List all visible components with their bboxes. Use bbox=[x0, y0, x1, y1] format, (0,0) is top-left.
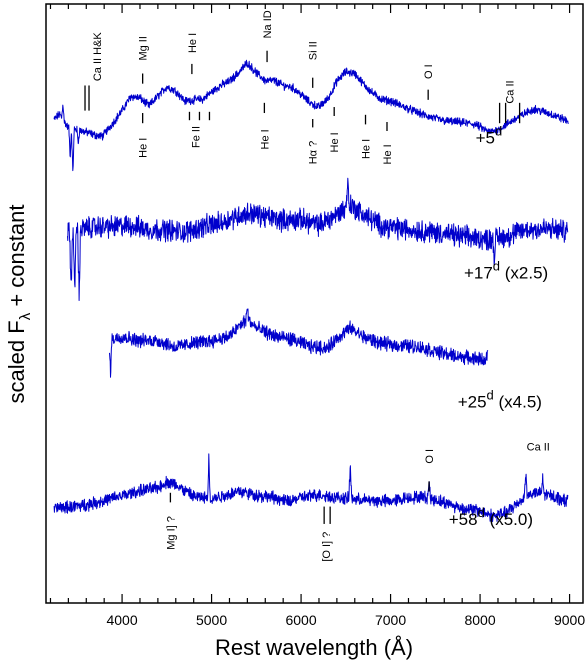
epoch-sup: d bbox=[495, 124, 502, 139]
y-axis-title-tail: + constant bbox=[4, 205, 29, 313]
line-id-label: Hα ? bbox=[308, 141, 320, 164]
y-axis-title-sub: λ bbox=[17, 312, 34, 320]
line-id-label: Fe II bbox=[190, 126, 202, 148]
spectrum-3 bbox=[109, 308, 489, 378]
line-id-label: He I bbox=[382, 144, 394, 164]
epoch-day: +58 bbox=[449, 510, 478, 529]
x-axis-ticks: 4000 5000 6000 7000 8000 9000 bbox=[49, 4, 585, 628]
epoch-day: +5 bbox=[476, 129, 495, 148]
line-id-label: [O I] ? bbox=[321, 532, 333, 562]
line-id-label: He I bbox=[138, 138, 150, 158]
y-axis-title: scaled Fλ + constant bbox=[4, 205, 34, 404]
epoch-day: +17 bbox=[464, 263, 493, 282]
line-id-label: O I bbox=[424, 449, 436, 464]
line-identifications: Ca II H&K Mg II He I Na ID Si II O I Ca II He I… bbox=[84, 10, 550, 562]
line-id-label: Ca II bbox=[527, 441, 550, 453]
epoch-scale: (x5.0) bbox=[485, 510, 533, 529]
plot-frame bbox=[45, 3, 584, 604]
epoch-day: +25 bbox=[458, 393, 487, 412]
x-tick-label: 6000 bbox=[285, 612, 316, 628]
epoch-label-3: +25d (x4.5) bbox=[458, 388, 542, 412]
x-tick-label: 7000 bbox=[375, 612, 406, 628]
epoch-sup: d bbox=[493, 258, 500, 273]
x-tick-label: 8000 bbox=[464, 612, 495, 628]
epoch-label-1: +5d bbox=[476, 124, 503, 148]
line-id-label: He I bbox=[329, 132, 341, 152]
x-tick-label: 9000 bbox=[554, 612, 585, 628]
epoch-label-2: +17d (x2.5) bbox=[464, 258, 548, 282]
spectrum-4 bbox=[53, 453, 569, 523]
epoch-labels: +5d+17d (x2.5)+25d (x4.5)+58d (x5.0) bbox=[449, 124, 548, 530]
spectrum-1 bbox=[53, 59, 569, 172]
line-id-label: Si II bbox=[308, 41, 320, 60]
line-id-label: He I bbox=[259, 129, 271, 149]
epoch-label-4: +58d (x5.0) bbox=[449, 505, 533, 529]
epoch-scale: (x2.5) bbox=[500, 263, 548, 282]
y-axis-title-main: scaled F bbox=[4, 320, 29, 403]
line-id-label: He I bbox=[187, 33, 199, 53]
x-tick-label: 5000 bbox=[196, 612, 227, 628]
epoch-sup: d bbox=[478, 505, 485, 520]
line-id-label: Ca II bbox=[505, 80, 517, 103]
epoch-scale: (x4.5) bbox=[494, 393, 542, 412]
line-id-label: O I bbox=[423, 64, 435, 79]
x-axis-title: Rest wavelength (Å) bbox=[215, 635, 413, 660]
line-id-label: He I bbox=[361, 139, 373, 159]
line-id-label: Na ID bbox=[262, 10, 274, 38]
line-id-label: Mg II bbox=[138, 36, 150, 60]
line-id-label: Ca II H&K bbox=[92, 32, 104, 82]
spectra-group bbox=[53, 59, 569, 523]
spectrum-2 bbox=[67, 177, 569, 301]
x-tick-label: 4000 bbox=[106, 612, 137, 628]
epoch-sup: d bbox=[487, 388, 494, 403]
line-id-label: Mg I] ? bbox=[165, 516, 177, 550]
